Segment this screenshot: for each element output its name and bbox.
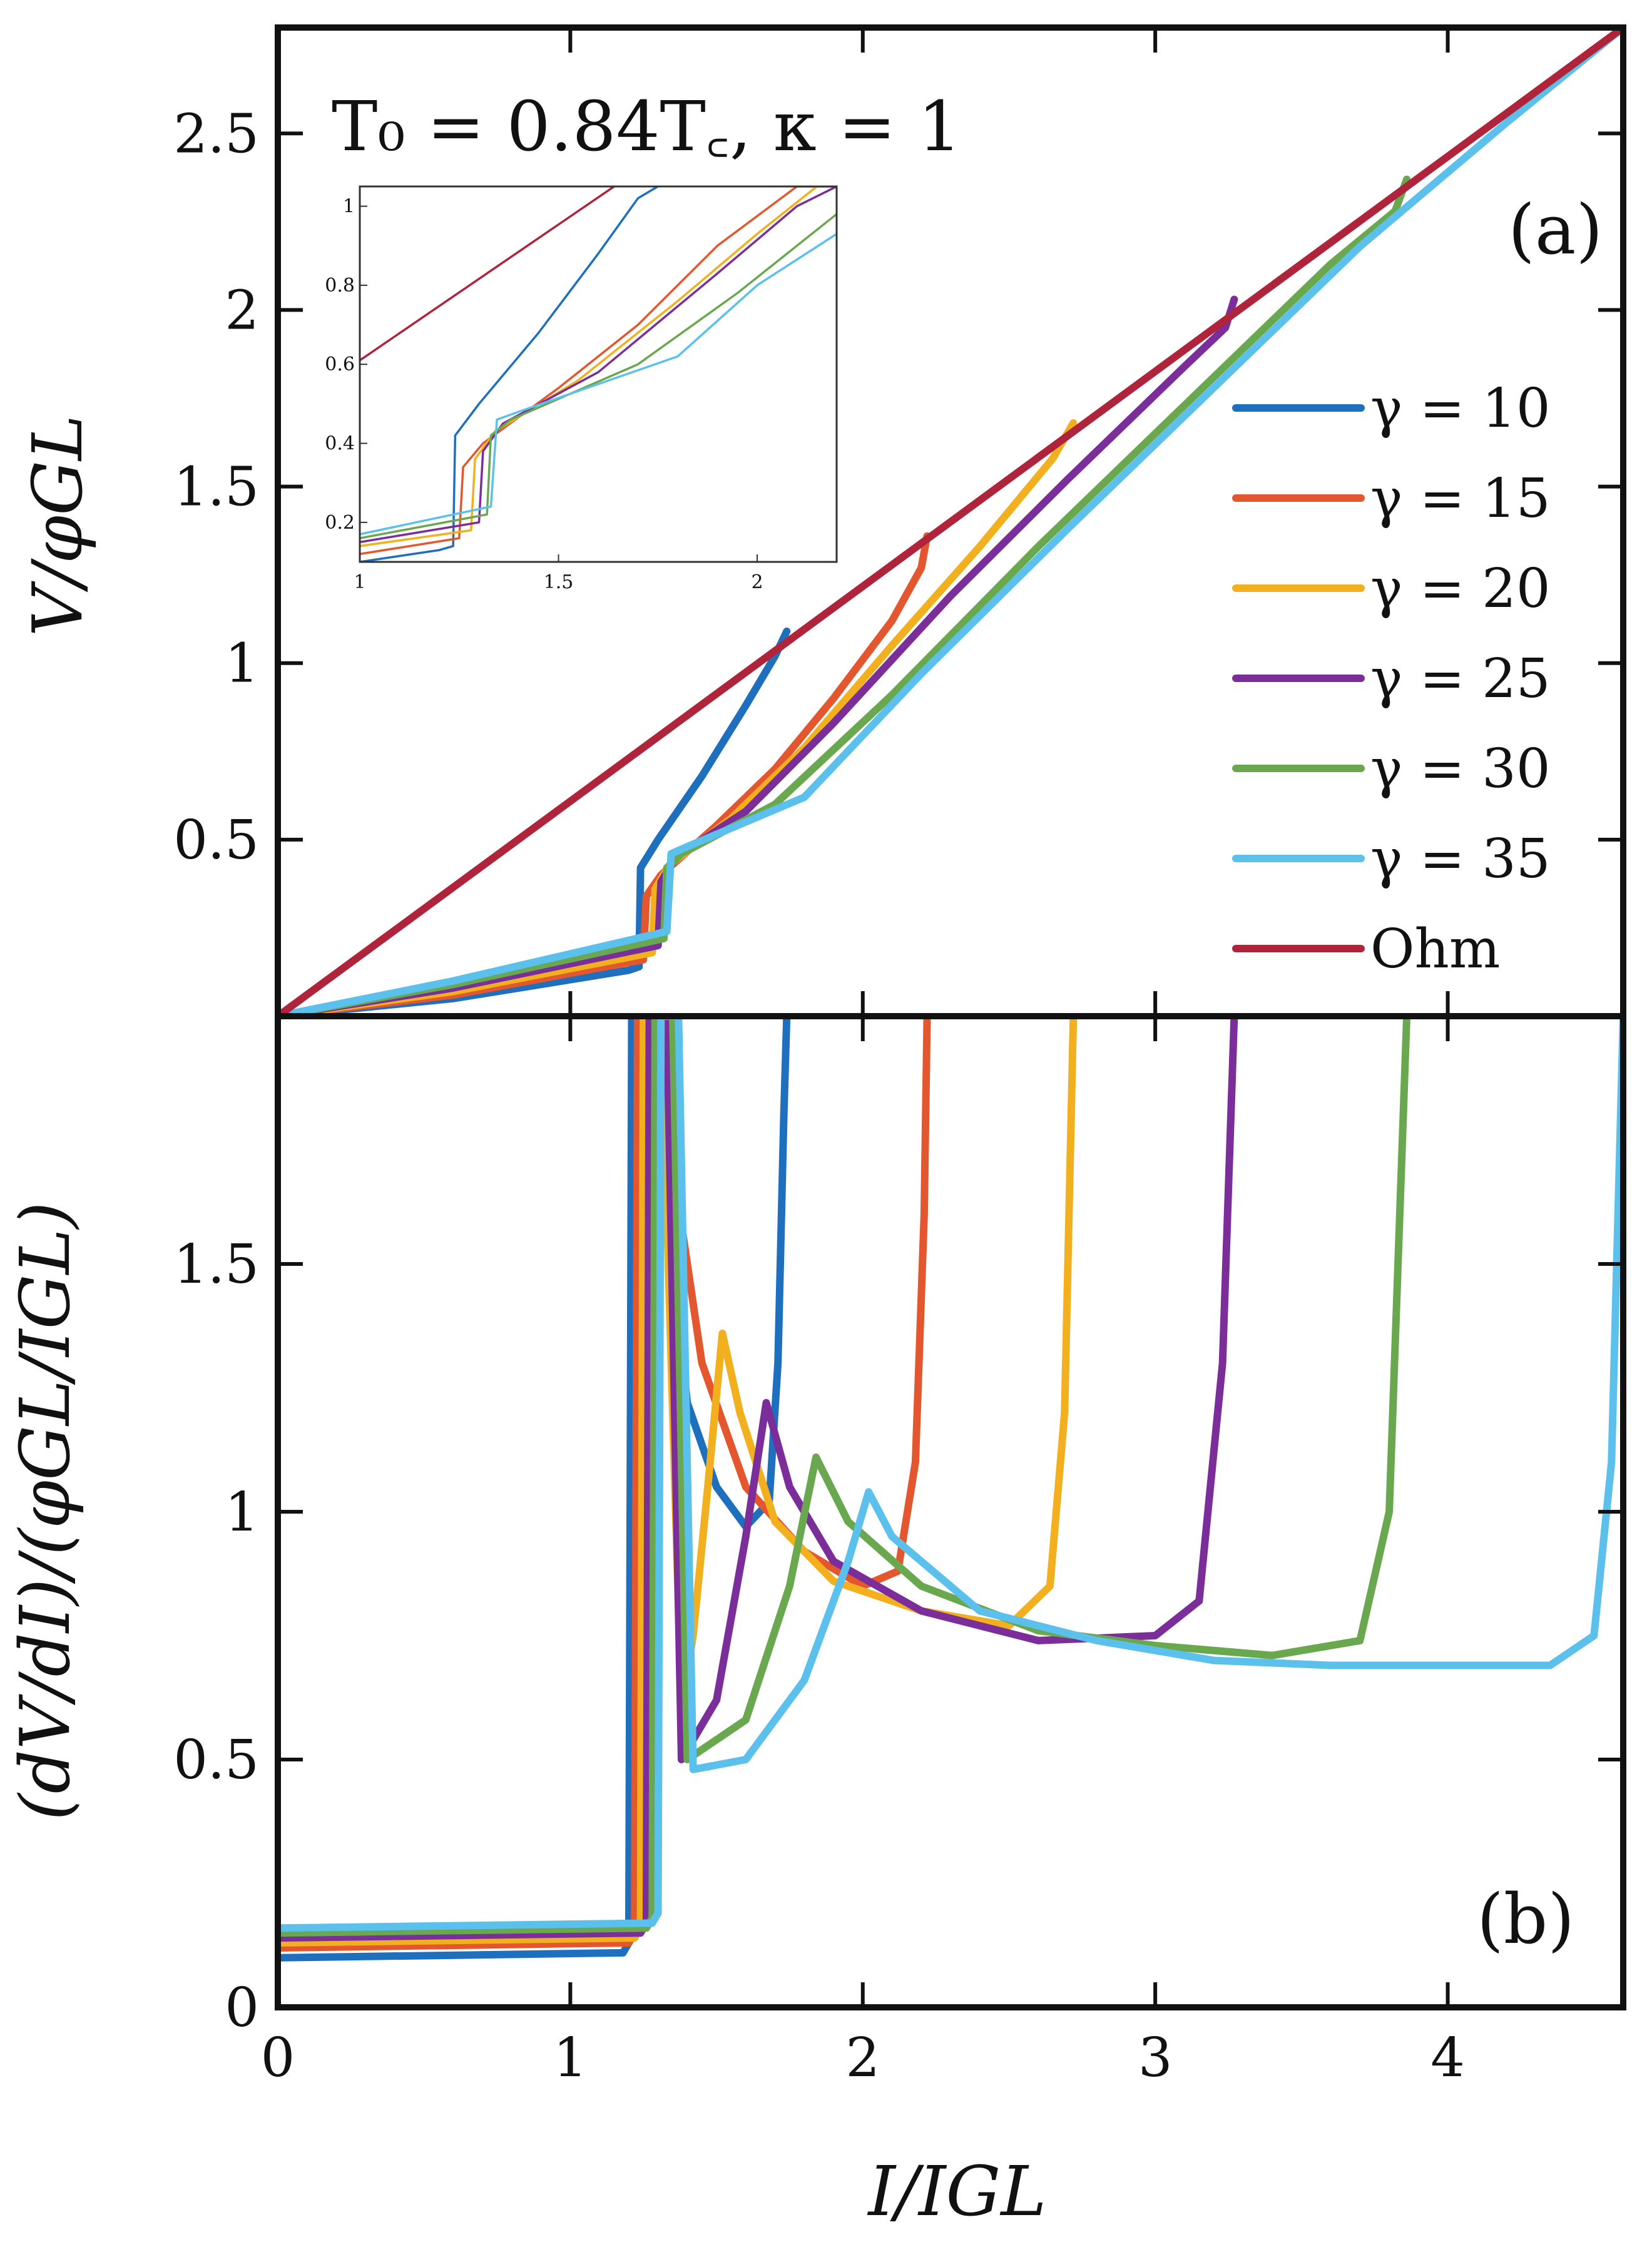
inset-series-lines <box>360 186 837 562</box>
inset-ytick-label: 0.6 <box>325 354 355 375</box>
bottom-ytick-label: 1 <box>225 1481 259 1544</box>
top-ytick-label: 2.5 <box>173 103 259 165</box>
top-panel-label: (a) <box>1508 190 1603 270</box>
legend-label-25: γ = 25 <box>1370 648 1551 710</box>
inset-series-35 <box>360 233 837 536</box>
bottom-y-axis-title: (dV/dI)/(φGL/IGL) <box>5 1202 85 1821</box>
inset-xtick-label: 2 <box>751 571 763 593</box>
inset-xtick-label: 1.5 <box>544 571 574 593</box>
inset-series-25 <box>360 186 837 544</box>
top-series-30 <box>278 175 1411 1016</box>
top-ytick-label: 2 <box>225 279 259 342</box>
legend-label-ohm: Ohm <box>1370 918 1500 981</box>
inset-ytick-label: 0.4 <box>325 433 355 455</box>
inset-series-15 <box>360 186 837 556</box>
top-series-35 <box>278 28 1623 1016</box>
top-ytick-label: 1.5 <box>173 456 259 519</box>
legend: γ = 10 γ = 15 γ = 20 γ = 25 γ = 30 γ = 35 Ohm <box>1232 377 1551 981</box>
bottom-series-15 <box>278 1016 931 1952</box>
bottom-ticks <box>276 1016 1623 2009</box>
bottom-ytick-label: 1.5 <box>173 1233 259 1296</box>
inset-background <box>360 186 837 562</box>
bottom-xtick-label: 2 <box>845 2027 880 2089</box>
bottom-tick-labels: 0 0.5 1 1.5 0 1 2 3 4 <box>173 1233 1465 2089</box>
legend-label-20: γ = 20 <box>1370 558 1551 620</box>
inset-ytick-label: 1 <box>343 196 355 218</box>
top-series-lines <box>278 28 1623 1016</box>
top-annotation: T₀ = 0.84T꜀, κ = 1 <box>332 86 962 166</box>
inset-xtick-label: 1 <box>354 571 365 593</box>
top-series-25 <box>278 295 1238 1016</box>
bottom-ytick-label: 0.5 <box>173 1729 259 1791</box>
x-axis-title: I/IGL <box>867 2151 1047 2231</box>
bottom-xtick-label: 4 <box>1430 2027 1465 2089</box>
legend-label-30: γ = 30 <box>1370 738 1551 800</box>
bottom-panel: 0 0.5 1 1.5 0 1 2 3 4 (b) (dV/dI)/(φGL/IGL) I/IG… <box>5 1013 1626 2231</box>
inset-series-30 <box>360 213 837 539</box>
legend-label-35: γ = 35 <box>1370 828 1551 890</box>
inset-ticks: 0.2 0.4 0.6 0.8 1 1 1.5 2 <box>325 196 763 593</box>
top-ticks <box>276 28 1623 1016</box>
bottom-series-lines <box>278 1016 1623 1962</box>
inset-panel: 0.2 0.4 0.6 0.8 1 1 1.5 2 <box>325 185 838 593</box>
legend-label-15: γ = 15 <box>1370 467 1551 530</box>
inset-series-10 <box>360 186 660 562</box>
inset-axes-frame <box>359 185 838 563</box>
top-ytick-label: 1 <box>225 633 259 695</box>
top-ytick-label: 0.5 <box>173 809 259 872</box>
bottom-xtick-label: 3 <box>1138 2027 1173 2089</box>
inset-ytick-label: 0.2 <box>325 512 355 534</box>
bottom-panel-label: (b) <box>1477 1879 1574 1959</box>
bottom-ytick-label: 0 <box>225 1977 259 2039</box>
inset-series-ohm <box>360 186 616 362</box>
top-ytick-labels: 0.5 1 1.5 2 2.5 <box>173 103 259 872</box>
top-y-axis-title: V/φGL <box>18 415 98 636</box>
bottom-series-30 <box>278 1016 1411 1937</box>
legend-label-10: γ = 10 <box>1370 377 1551 440</box>
top-series-10 <box>278 627 791 1016</box>
inset-ytick-label: 0.8 <box>325 275 355 297</box>
bottom-xtick-label: 0 <box>261 2027 295 2089</box>
top-series-ohm <box>278 28 1623 1016</box>
bottom-xtick-label: 1 <box>553 2027 588 2089</box>
bottom-series-35 <box>278 1016 1623 1932</box>
bottom-series-25 <box>278 1016 1238 1942</box>
